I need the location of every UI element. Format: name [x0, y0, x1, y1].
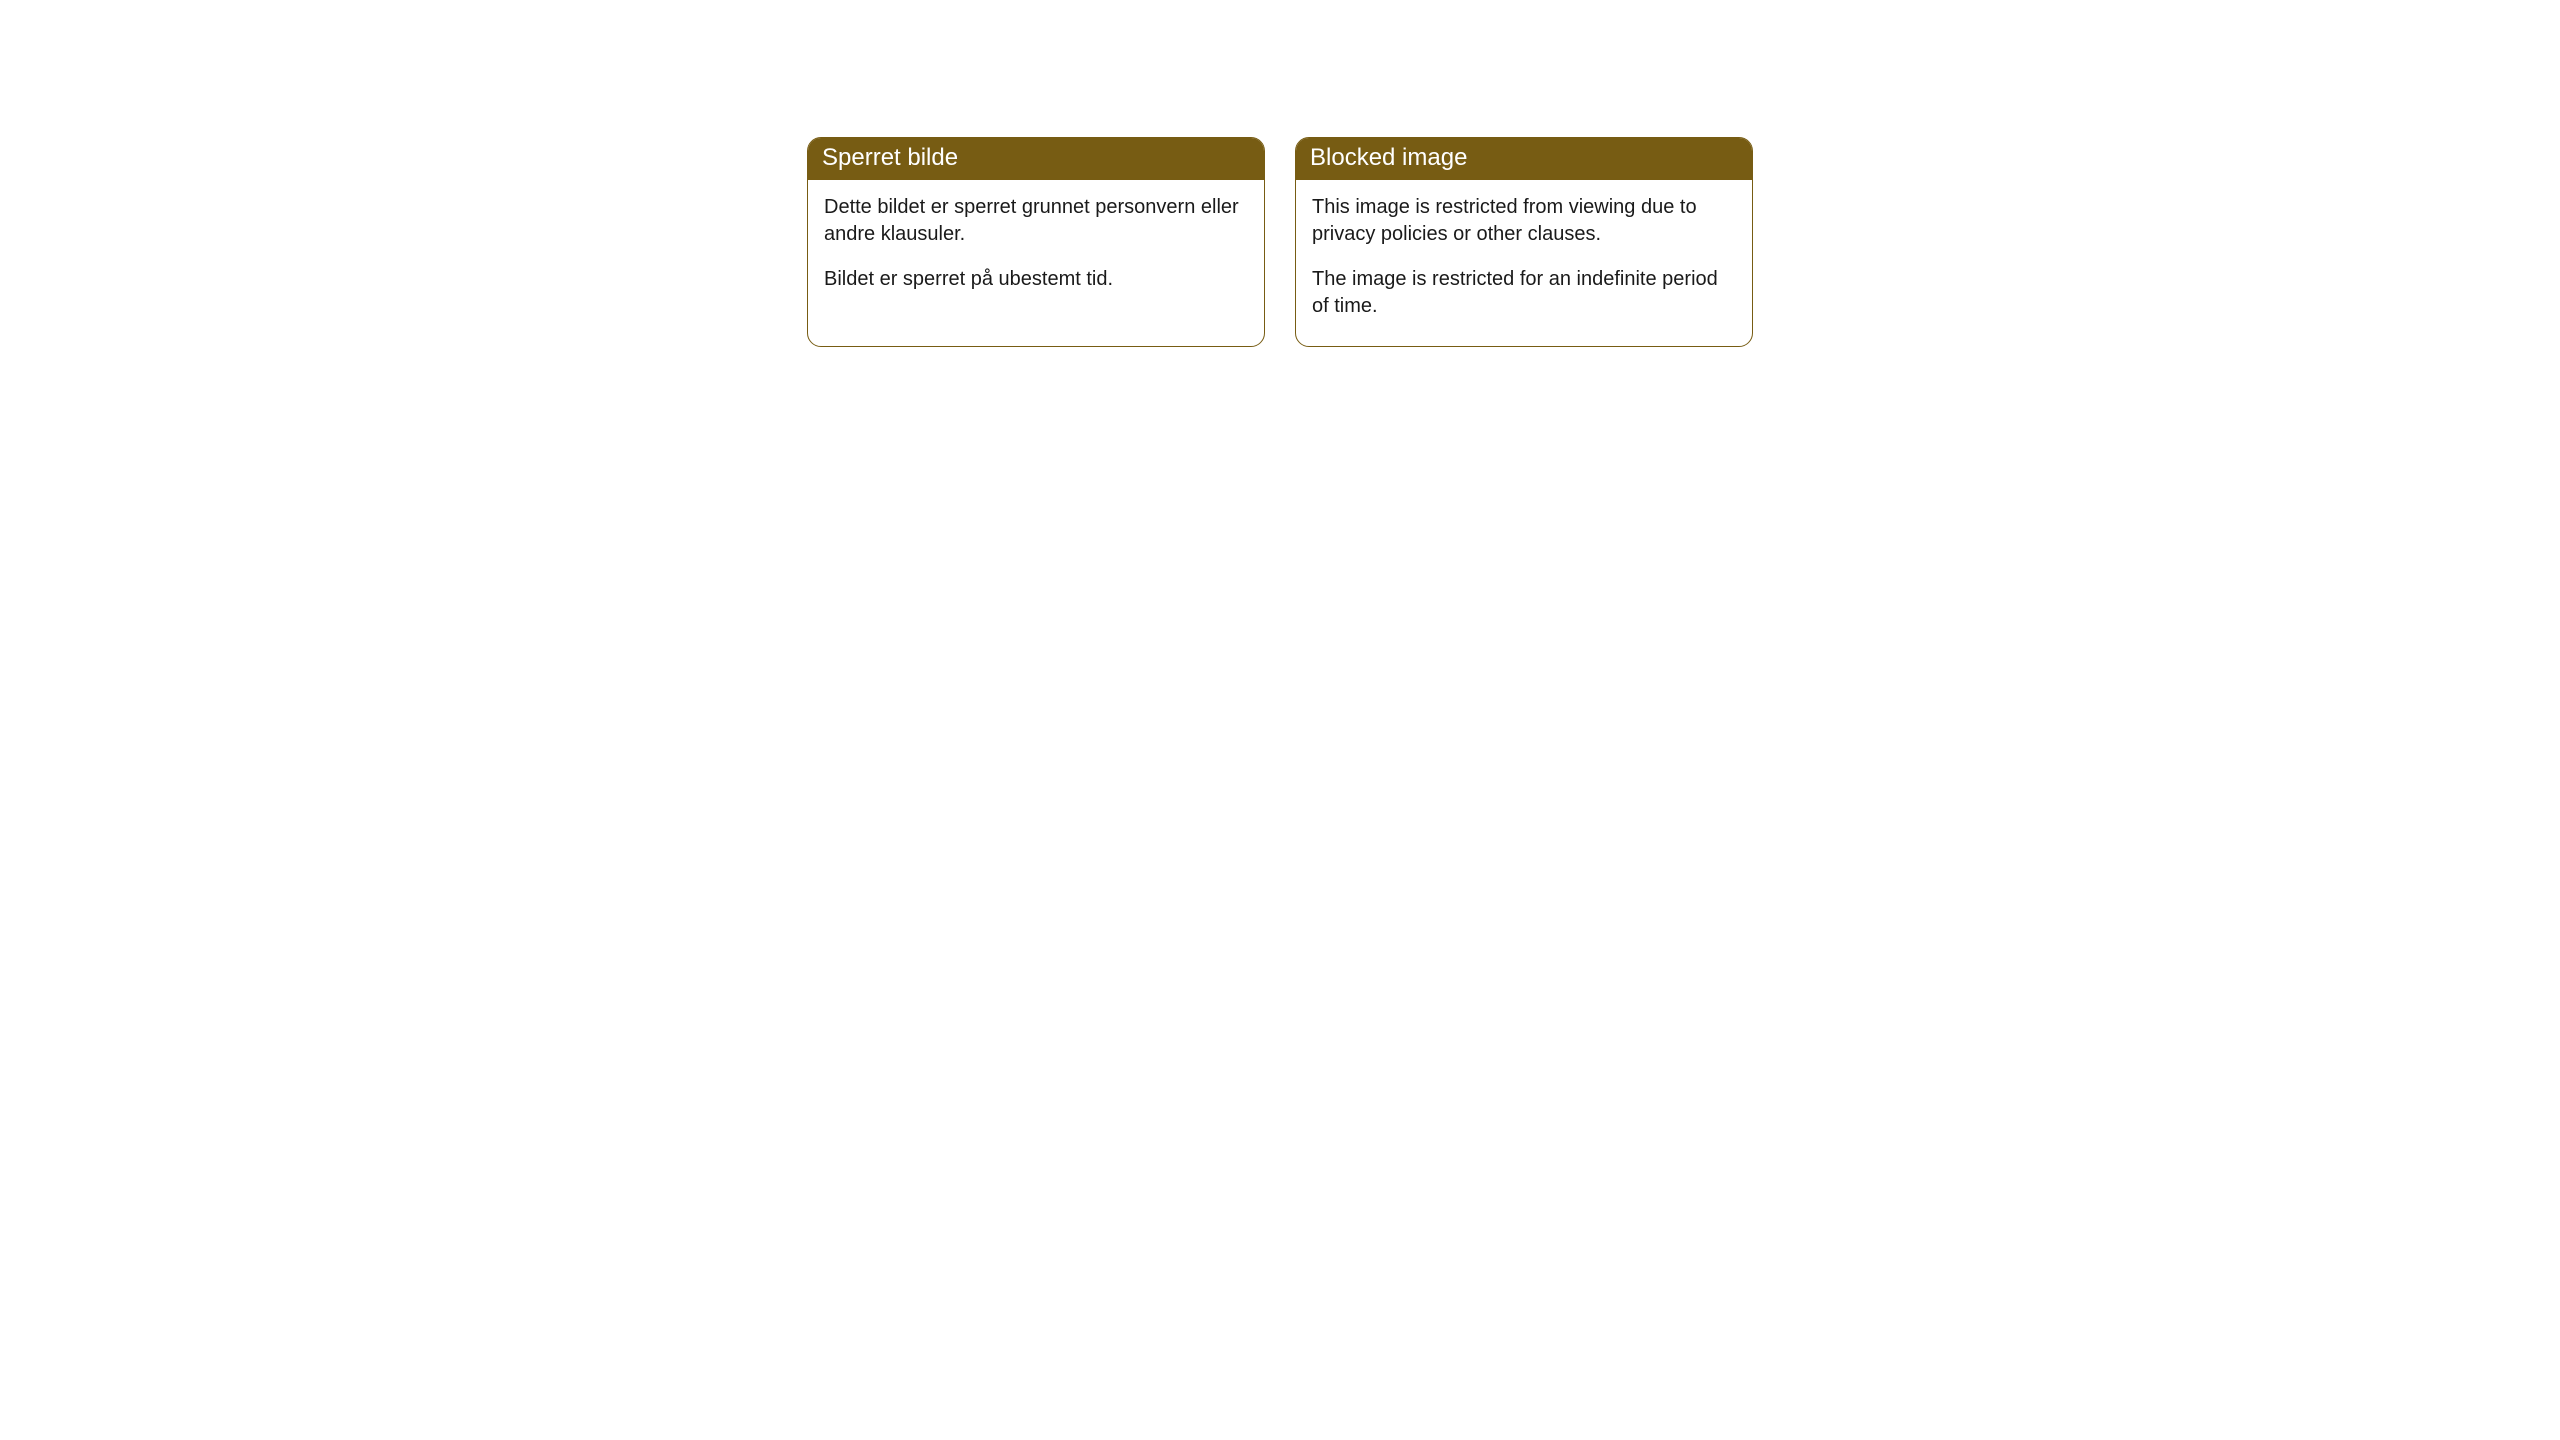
blocked-image-card-norwegian: Sperret bilde Dette bildet er sperret gr…	[807, 137, 1265, 347]
card-paragraph-1-english: This image is restricted from viewing du…	[1312, 194, 1736, 248]
card-body-norwegian: Dette bildet er sperret grunnet personve…	[808, 180, 1264, 319]
card-header-english: Blocked image	[1296, 138, 1752, 180]
card-body-english: This image is restricted from viewing du…	[1296, 180, 1752, 346]
card-paragraph-2-english: The image is restricted for an indefinit…	[1312, 266, 1736, 320]
blocked-image-card-english: Blocked image This image is restricted f…	[1295, 137, 1753, 347]
card-paragraph-2-norwegian: Bildet er sperret på ubestemt tid.	[824, 266, 1248, 293]
card-paragraph-1-norwegian: Dette bildet er sperret grunnet personve…	[824, 194, 1248, 248]
card-header-norwegian: Sperret bilde	[808, 138, 1264, 180]
card-title-english: Blocked image	[1310, 144, 1467, 171]
notice-container: Sperret bilde Dette bildet er sperret gr…	[0, 137, 2560, 347]
card-title-norwegian: Sperret bilde	[822, 144, 958, 171]
